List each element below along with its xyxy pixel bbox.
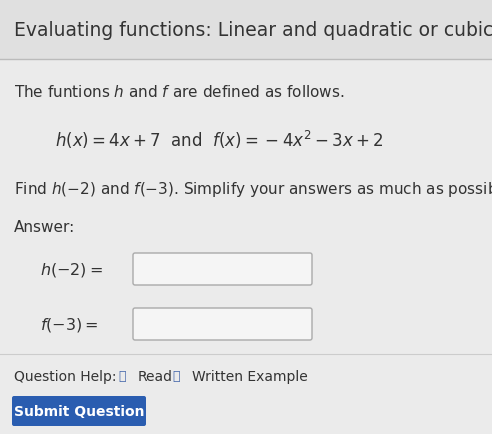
- Text: Read: Read: [138, 369, 173, 383]
- Text: Answer:: Answer:: [14, 220, 75, 235]
- FancyBboxPatch shape: [0, 0, 492, 60]
- Text: The funtions $h$ and $f$ are defined as follows.: The funtions $h$ and $f$ are defined as …: [14, 84, 344, 100]
- Text: Written Example: Written Example: [192, 369, 308, 383]
- FancyBboxPatch shape: [133, 253, 312, 285]
- Text: Evaluating functions: Linear and quadratic or cubic: Evaluating functions: Linear and quadrat…: [14, 20, 492, 39]
- Text: 📄: 📄: [118, 370, 125, 383]
- Text: $h(x) = 4x + 7$  and  $f(x) = -4x^2 - 3x + 2$: $h(x) = 4x + 7$ and $f(x) = -4x^2 - 3x +…: [55, 128, 383, 151]
- FancyBboxPatch shape: [133, 308, 312, 340]
- Text: $f(-3) =$: $f(-3) =$: [40, 315, 98, 333]
- FancyBboxPatch shape: [12, 396, 146, 426]
- Text: Submit Question: Submit Question: [14, 404, 144, 418]
- Text: $h(-2) =$: $h(-2) =$: [40, 260, 103, 278]
- Text: 📄: 📄: [172, 370, 180, 383]
- Text: Find $h(-2)$ and $f(-3)$. Simplify your answers as much as possible.: Find $h(-2)$ and $f(-3)$. Simplify your …: [14, 180, 492, 199]
- Text: Question Help:: Question Help:: [14, 369, 117, 383]
